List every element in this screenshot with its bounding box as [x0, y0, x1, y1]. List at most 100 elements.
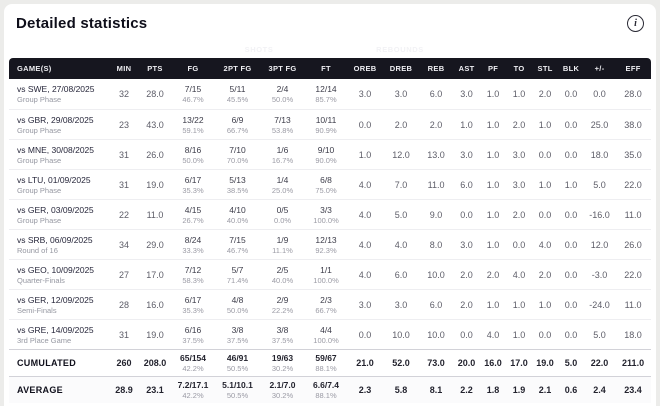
- cell-fg3: 7/13 53.8%: [260, 109, 305, 139]
- game-phase: Group Phase: [17, 125, 62, 135]
- cell-stl: 1.0: [532, 109, 559, 139]
- column-header-to: TO: [506, 58, 533, 79]
- column-header-reb: REB: [419, 58, 454, 79]
- ft-percentage: 92.3%: [315, 245, 337, 255]
- ft-percentage: 100.0%: [313, 215, 339, 225]
- cell-ft: 3/3 100.0%: [305, 199, 348, 229]
- cell-fg: 7/15 46.7%: [171, 79, 215, 109]
- cell-fg2: 7/15 46.7%: [215, 229, 260, 259]
- fg3-percentage: 22.2%: [271, 305, 294, 315]
- cell-oreb: 0.0: [347, 319, 384, 349]
- cell-ft: 2/3 66.7%: [305, 289, 348, 319]
- fg3-made-attempted: 1/9: [276, 234, 289, 245]
- game-phase: Group Phase: [17, 215, 62, 225]
- cell-game: vs GBR, 29/08/2025 Group Phase: [9, 109, 109, 139]
- cell-pf: 1.0: [480, 199, 507, 229]
- cell-fg3: 2/9 22.2%: [260, 289, 305, 319]
- fg3-percentage: 40.0%: [271, 275, 294, 285]
- page: Detailed statistics i SHOTS REBOUNDS GAME(…: [0, 4, 660, 406]
- cell-pts: 11.0: [139, 199, 171, 229]
- cell-ast: 3.0: [453, 139, 481, 169]
- detailed-statistics-card: Detailed statistics i SHOTS REBOUNDS GAME(…: [4, 4, 656, 406]
- cell-pf: 1.0: [480, 169, 507, 199]
- fg3-percentage: 30.2%: [271, 364, 294, 373]
- cell-fg3: 2/5 40.0%: [260, 259, 305, 289]
- table-row: vs SWE, 27/08/2025 Group Phase 32 28.0 7/15 4…: [9, 79, 651, 109]
- cell-fg: 7/12 58.3%: [171, 259, 215, 289]
- fg3-made-attempted: 3/8: [276, 324, 289, 335]
- fg2-made-attempted: 4/10: [229, 204, 246, 215]
- fg2-made-attempted: 5/11: [229, 84, 246, 94]
- cell-stl: 19.0: [532, 349, 559, 376]
- cell-fg: 6/17 35.3%: [171, 289, 215, 319]
- cell-to: 4.0: [506, 259, 533, 289]
- game-phase: Semi-Finals: [17, 305, 57, 315]
- cell-pts: 208.0: [139, 349, 171, 376]
- fg2-percentage: 70.0%: [226, 155, 249, 165]
- cell-min: 22: [109, 199, 139, 229]
- ft-percentage: 88.1%: [315, 364, 337, 373]
- cell-eff: 35.0: [615, 139, 652, 169]
- cell-stl: 2.0: [532, 259, 559, 289]
- fg-made-attempted: 6/17: [184, 174, 202, 185]
- fg-percentage: 35.3%: [182, 185, 204, 195]
- info-icon[interactable]: i: [627, 15, 644, 32]
- cell-game: vs MNE, 30/08/2025 Group Phase: [9, 139, 109, 169]
- cell-pm: -16.0: [584, 199, 616, 229]
- group-header-shots: SHOTS: [171, 41, 348, 58]
- game-name: vs GER, 12/09/2025: [17, 294, 94, 305]
- cell-fg3: 2.1/7.0 30.2%: [260, 376, 305, 403]
- fg2-percentage: 71.4%: [226, 275, 249, 285]
- fg3-percentage: 25.0%: [271, 185, 294, 195]
- fg3-percentage: 11.1%: [272, 245, 293, 255]
- cell-blk: 5.0: [558, 349, 585, 376]
- column-header-pm: +/-: [584, 58, 616, 79]
- fg2-percentage: 50.0%: [226, 305, 249, 315]
- cell-oreb: 3.0: [347, 289, 384, 319]
- game-name: vs GBR, 29/08/2025: [17, 114, 94, 125]
- column-header-dreb: DREB: [383, 58, 420, 79]
- fg2-percentage: 66.7%: [226, 125, 249, 135]
- cell-eff: 18.0: [615, 319, 652, 349]
- cell-stl: 0.0: [532, 199, 559, 229]
- cell-dreb: 2.0: [383, 109, 420, 139]
- cell-ft: 6/8 75.0%: [305, 169, 348, 199]
- cell-blk: 0.0: [564, 89, 578, 99]
- table-row: vs SRB, 06/09/2025 Round of 16 34 29.0 8/24 3…: [9, 229, 652, 259]
- cell-pm: 5.0: [584, 169, 616, 199]
- fg3-made-attempted: 7/13: [274, 114, 291, 125]
- column-header-blk: BLK: [558, 58, 585, 79]
- fg3-made-attempted: 1/4: [276, 174, 289, 185]
- fg-percentage: 42.2%: [182, 364, 204, 373]
- cell-fg2: 5.1/10.1 50.5%: [215, 376, 260, 403]
- cell-fg2: 7/10 70.0%: [215, 139, 260, 169]
- cell-fg2: 5/11 45.5%: [215, 79, 260, 109]
- cell-pts: 23.1: [139, 376, 171, 403]
- group-header-rebounds: REBOUNDS: [347, 41, 454, 58]
- cell-pm: 25.0: [584, 109, 616, 139]
- ft-made-attempted: 6/8: [320, 174, 332, 185]
- game-name: vs SWE, 27/08/2025: [17, 84, 95, 94]
- ft-percentage: 88.1%: [315, 391, 337, 400]
- cell-oreb: 21.0: [347, 349, 384, 376]
- fg3-percentage: 16.7%: [271, 155, 294, 165]
- fg3-percentage: 53.8%: [271, 125, 294, 135]
- fg-made-attempted: 65/154: [180, 353, 206, 363]
- cell-fg: 8/16 50.0%: [171, 139, 215, 169]
- cell-eff: 26.0: [615, 229, 652, 259]
- fg2-percentage: 46.7%: [226, 245, 249, 255]
- column-header-pf: PF: [480, 58, 507, 79]
- cell-reb: 6.0: [419, 289, 454, 319]
- cell-reb: 8.0: [419, 229, 454, 259]
- game-name: vs SRB, 06/09/2025: [17, 234, 93, 245]
- cell-fg: 8/24 33.3%: [171, 229, 215, 259]
- cell-eff: 38.0: [615, 109, 652, 139]
- ft-made-attempted: 9/10: [317, 144, 335, 155]
- fg-made-attempted: 13/22: [182, 114, 204, 125]
- game-name: vs GER, 03/09/2025: [17, 204, 94, 215]
- cell-eff: 11.0: [615, 199, 652, 229]
- cell-dreb: 52.0: [383, 349, 420, 376]
- fg-percentage: 58.3%: [182, 275, 204, 285]
- fg-percentage: 59.1%: [182, 125, 204, 135]
- cell-fg: 13/22 59.1%: [171, 109, 215, 139]
